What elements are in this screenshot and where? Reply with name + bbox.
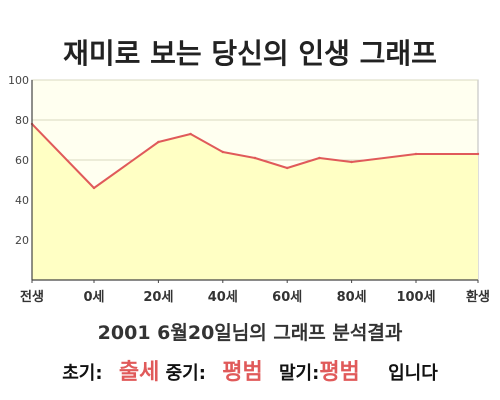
verdict-suffix: 입니다: [388, 363, 438, 384]
early-value: 출세: [118, 360, 160, 385]
x-tick-label: 60세: [272, 290, 302, 305]
late-value: 평범: [319, 360, 360, 385]
x-tick-label: 0세: [83, 290, 104, 305]
data-point: [414, 152, 418, 156]
analysis-verdict: 초기: 출세 중기: 평범 말기:평범 입니다: [0, 354, 500, 386]
y-tick-label: 20: [15, 234, 29, 247]
mid-label: 중기:: [165, 363, 206, 384]
x-tick-label: 전생: [20, 289, 44, 305]
analysis-summary: 2001 6월20일님의 그래프 분석결과: [97, 322, 403, 344]
y-tick-label: 80: [15, 114, 29, 127]
data-point: [350, 160, 353, 164]
late-label: 말기:: [278, 363, 320, 384]
data-point: [253, 156, 257, 160]
early-label: 초기:: [62, 363, 103, 384]
x-tick-label: 80세: [337, 290, 367, 305]
x-tick-label: 환생: [466, 289, 490, 305]
x-tick-label: 100세: [396, 290, 435, 305]
data-point: [318, 156, 321, 160]
x-tick-label: 40세: [208, 290, 238, 305]
data-point: [476, 152, 480, 156]
data-point: [157, 140, 160, 144]
x-tick-label: 20세: [143, 290, 173, 305]
data-point: [221, 150, 224, 154]
mid-value: 평범: [222, 360, 263, 385]
y-tick-label: 40: [15, 194, 29, 207]
area-fill: [32, 124, 478, 280]
chart-title: 재미로 보는 당신의 인생 그래프: [63, 37, 437, 70]
data-point: [92, 186, 96, 190]
y-tick-label: 100: [8, 74, 29, 87]
data-point: [189, 132, 192, 136]
data-point: [286, 166, 289, 170]
y-tick-label: 60: [15, 154, 29, 167]
